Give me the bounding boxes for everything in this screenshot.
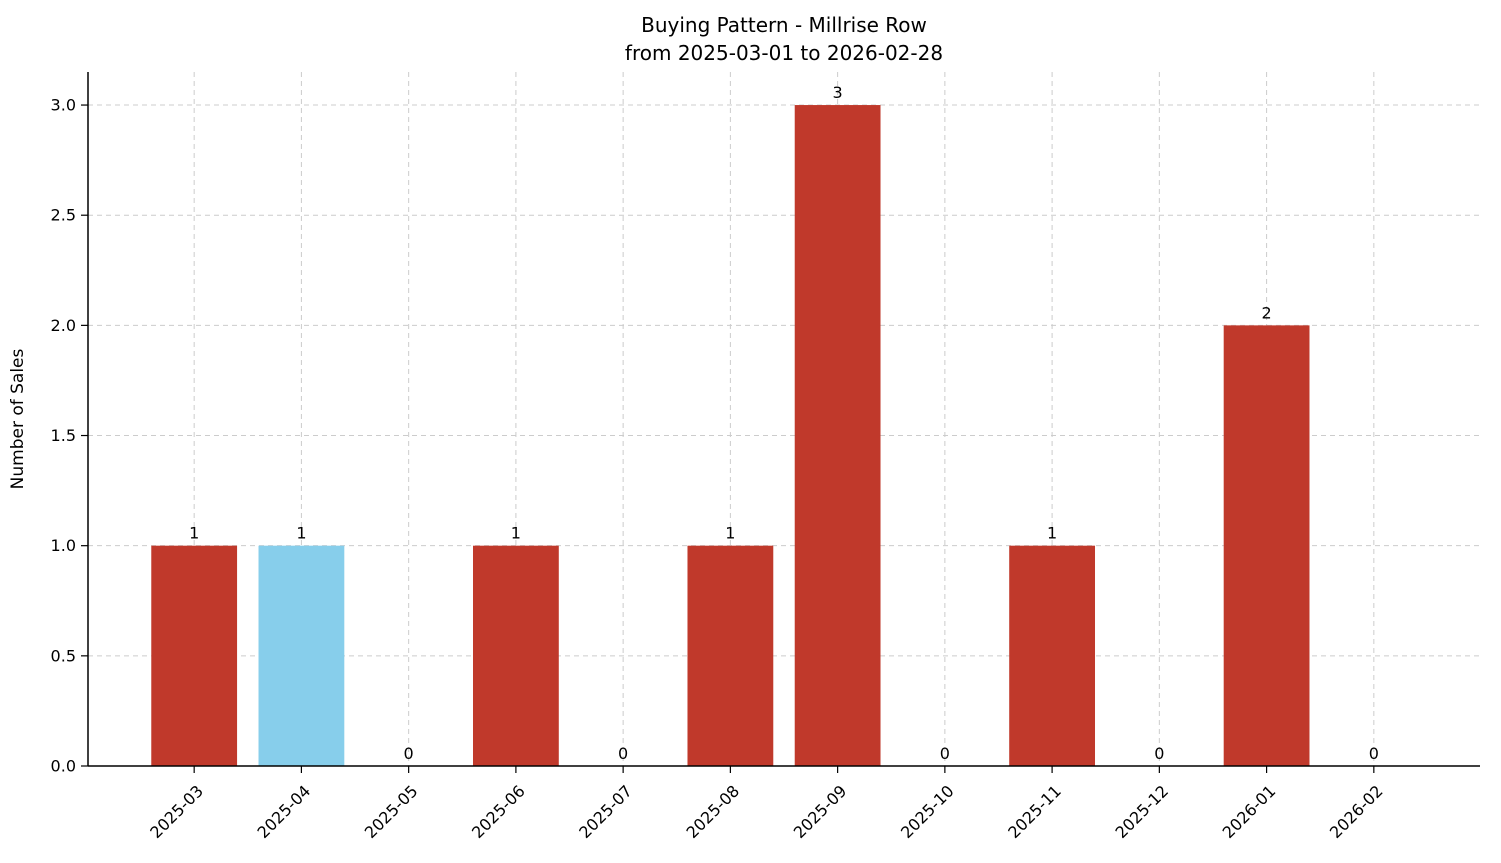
x-tick-label: 2025-06 <box>468 781 529 842</box>
x-tick-label: 2025-09 <box>790 781 851 842</box>
bar-value-label: 1 <box>189 524 199 543</box>
bars: 1 1 0 1 0 1 3 0 1 0 2 0 <box>151 83 1379 767</box>
bar-2025-08 <box>687 545 774 766</box>
x-tick-label: 2025-12 <box>1111 781 1172 842</box>
y-tick-label: 2.0 <box>51 316 76 335</box>
axes <box>87 72 1480 767</box>
bar-value-label: 0 <box>940 744 950 763</box>
tick-marks <box>81 104 1375 773</box>
bar-value-label: 0 <box>404 744 414 763</box>
x-tick-label: 2025-10 <box>897 781 958 842</box>
bar-value-label: 0 <box>1369 744 1379 763</box>
bar-value-label: 1 <box>511 524 521 543</box>
bar-value-label: 1 <box>296 524 306 543</box>
bar-value-label: 0 <box>618 744 628 763</box>
chart-title: Buying Pattern - Millrise Row <box>641 13 927 37</box>
y-tick-label: 0.5 <box>51 646 76 665</box>
x-tick-label: 2025-08 <box>682 781 743 842</box>
bar-value-label: 3 <box>833 83 843 102</box>
y-tick-label: 3.0 <box>51 95 76 114</box>
x-tick-label: 2025-07 <box>575 781 636 842</box>
bar-2025-03 <box>151 545 238 766</box>
x-tick-label: 2026-02 <box>1326 781 1387 842</box>
y-tick-label: 0.0 <box>51 756 76 775</box>
bar-2025-11 <box>1009 545 1096 766</box>
bar-value-label: 1 <box>725 524 735 543</box>
x-tick-label: 2025-04 <box>254 781 315 842</box>
y-axis-label: Number of Sales <box>8 348 28 489</box>
bar-2025-09 <box>794 105 881 767</box>
bar-2026-01 <box>1223 325 1310 766</box>
gridlines <box>88 72 1480 767</box>
x-tick-label: 2026-01 <box>1219 781 1280 842</box>
bar-value-label: 1 <box>1047 524 1057 543</box>
y-tick-label: 1.0 <box>51 536 76 555</box>
chart-subtitle: from 2025-03-01 to 2026-02-28 <box>625 41 943 65</box>
y-tick-label: 2.5 <box>51 206 76 225</box>
x-tick-label: 2025-05 <box>361 781 422 842</box>
y-tick-label: 1.5 <box>51 426 76 445</box>
x-tick-label: 2025-11 <box>1004 781 1065 842</box>
bar-2025-06 <box>472 545 559 766</box>
bar-2025-04 <box>258 545 345 766</box>
x-tick-label: 2025-03 <box>146 781 207 842</box>
bar-value-label: 2 <box>1261 303 1271 322</box>
bar-value-label: 0 <box>1154 744 1164 763</box>
